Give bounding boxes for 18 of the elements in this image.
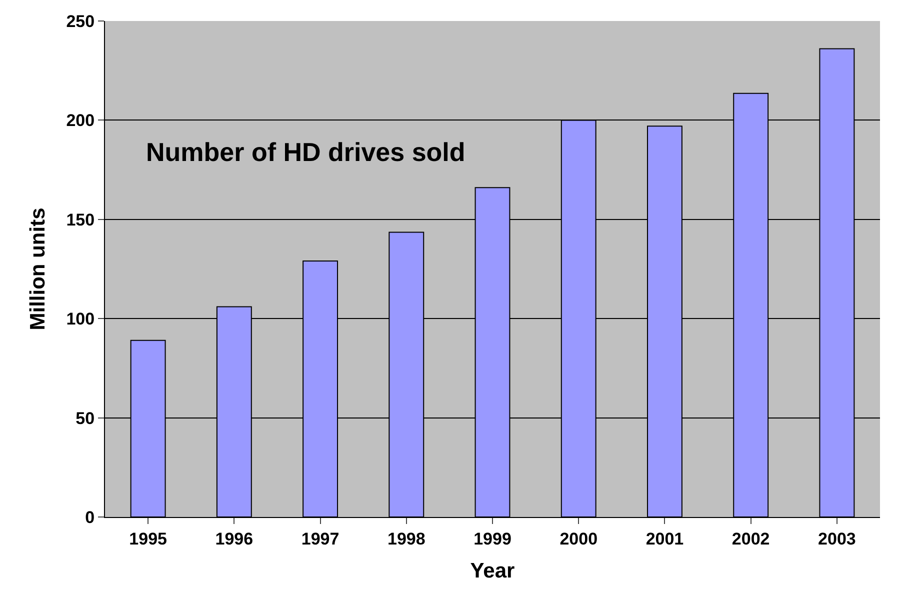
x-tick-label: 2003 xyxy=(818,529,856,548)
y-tick-label: 100 xyxy=(66,310,95,329)
x-tick-label: 1996 xyxy=(215,529,254,548)
y-axis-title: Million units xyxy=(26,208,50,330)
x-tick-label: 2000 xyxy=(560,529,598,548)
y-tick-label: 0 xyxy=(85,508,95,527)
y-tick-label: 250 xyxy=(66,12,95,31)
x-tick-label: 1995 xyxy=(129,529,167,548)
y-tick-label: 200 xyxy=(66,111,95,130)
x-tick-label: 1998 xyxy=(387,529,426,548)
x-tick-label: 2002 xyxy=(732,529,770,548)
y-tick-label: 50 xyxy=(76,408,95,428)
x-tick-label: 2001 xyxy=(646,529,684,548)
x-axis-title: Year xyxy=(470,560,515,583)
x-tick-label: 1997 xyxy=(301,529,340,548)
annotation: Number of HD drives sold xyxy=(146,137,466,167)
x-tick-label: 1999 xyxy=(474,529,512,548)
y-tick-label: 150 xyxy=(66,210,95,230)
